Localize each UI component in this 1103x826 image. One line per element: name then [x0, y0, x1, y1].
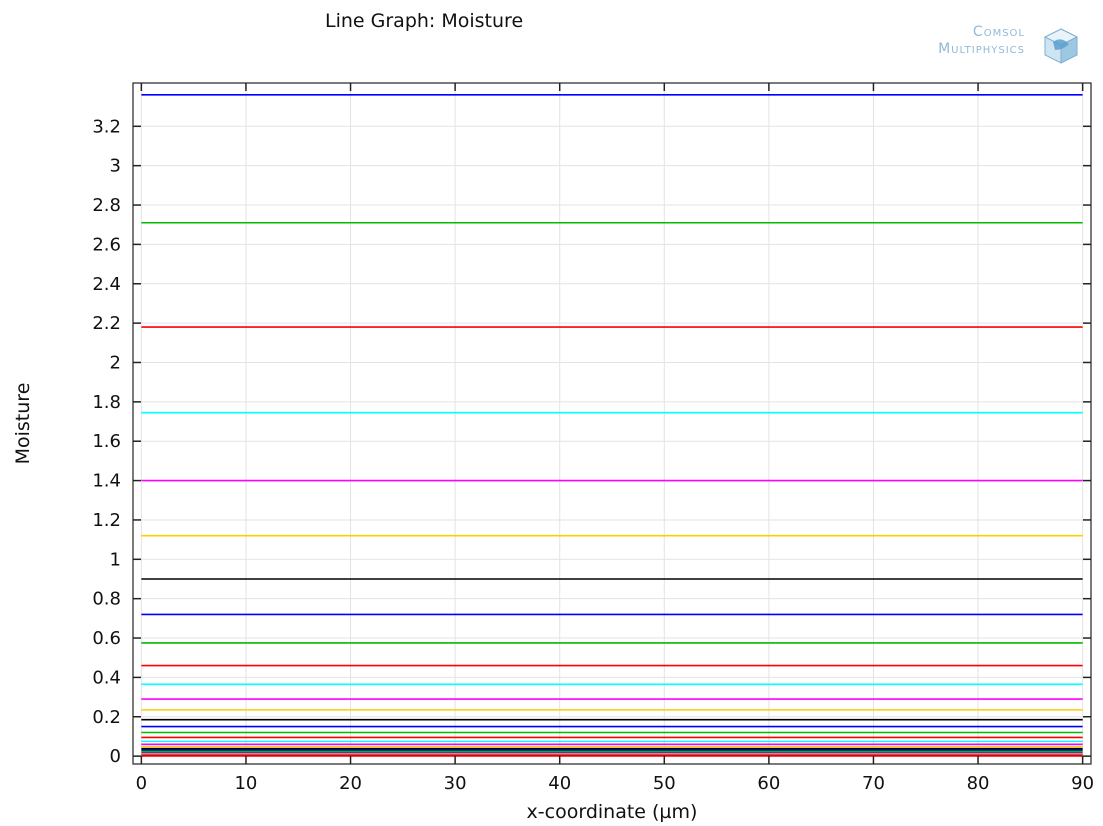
x-tick-label: 50	[653, 773, 676, 794]
grid-lines	[133, 83, 1091, 764]
x-tick-label: 30	[444, 773, 467, 794]
y-tick-label: 2.8	[92, 195, 121, 216]
comsol-cube-icon	[1043, 28, 1079, 64]
tick-labels: 0 10 20 30 40 50 60 70 80 90 0 0.2 0.4 0.6 0.8 1 1.2 1.4 1…	[92, 116, 1094, 794]
x-tick-label: 10	[234, 773, 257, 794]
x-tick-label: 60	[757, 773, 780, 794]
x-tick-label: 70	[862, 773, 885, 794]
logo-text: Comsol Multiphysics	[938, 24, 1025, 58]
y-tick-label: 3.2	[92, 116, 121, 137]
comsol-logo: Comsol Multiphysics	[870, 22, 1095, 66]
x-axis-label: x-coordinate (µm)	[527, 801, 698, 823]
y-tick-label: 0.4	[92, 667, 121, 688]
y-tick-label: 2.2	[92, 313, 121, 334]
x-tick-label: 40	[548, 773, 571, 794]
x-tick-label: 90	[1071, 773, 1094, 794]
series-lines	[141, 94, 1083, 757]
axes-frame	[132, 82, 1092, 765]
y-tick-label: 2	[110, 352, 121, 373]
y-tick-label: 0	[110, 746, 121, 767]
y-tick-label: 1	[110, 549, 121, 570]
y-tick-label: 2.6	[92, 234, 121, 255]
y-tick-label: 0.2	[92, 707, 121, 728]
y-tick-label: 1.6	[92, 431, 121, 452]
x-tick-label: 0	[136, 773, 147, 794]
y-axis-label: Moisture	[12, 383, 34, 465]
axis-ticks	[133, 83, 1091, 764]
y-tick-label: 1.4	[92, 471, 121, 492]
y-tick-label: 0.6	[92, 628, 121, 649]
y-tick-label: 0.8	[92, 589, 121, 610]
logo-line-2: Multiphysics	[938, 41, 1025, 57]
chart-title: Line Graph: Moisture	[325, 10, 524, 32]
y-tick-label: 1.2	[92, 510, 121, 531]
y-tick-label: 2.4	[92, 274, 121, 295]
x-tick-label: 20	[339, 773, 362, 794]
y-tick-label: 3	[110, 156, 121, 177]
logo-line-1: Comsol	[972, 24, 1025, 40]
y-tick-label: 1.8	[92, 392, 121, 413]
x-tick-label: 80	[967, 773, 990, 794]
